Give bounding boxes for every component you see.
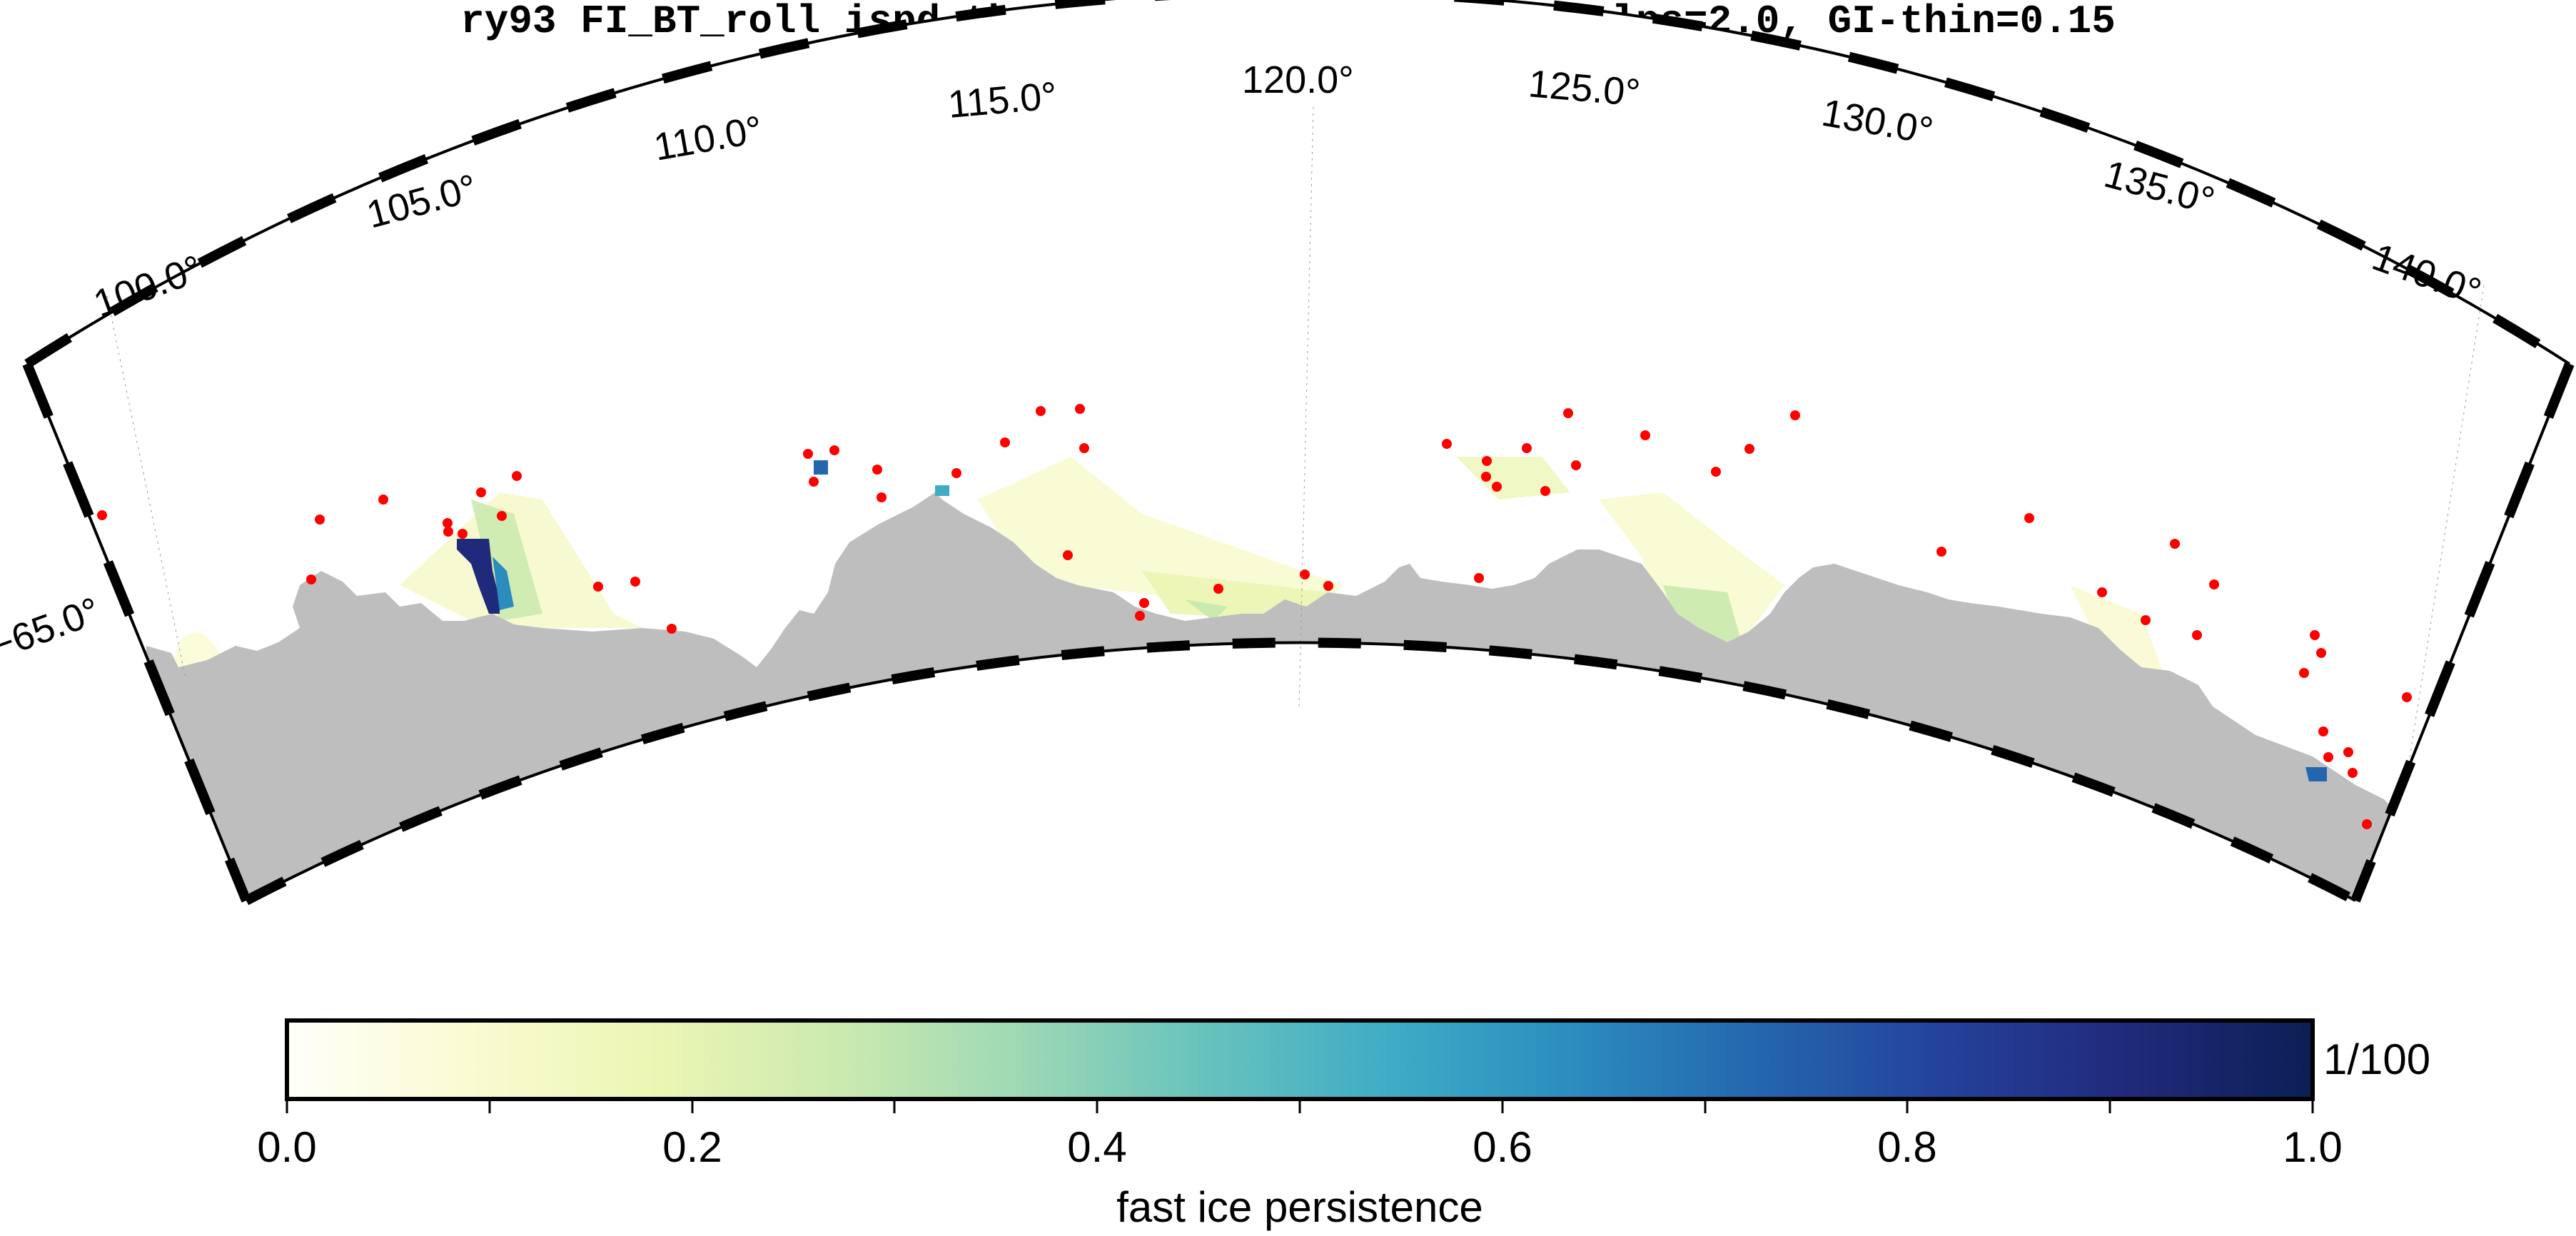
observation-marker [2310, 630, 2320, 640]
observation-marker [593, 582, 603, 592]
observation-marker [1640, 430, 1650, 440]
observation-marker [2402, 692, 2412, 702]
observation-marker [378, 495, 388, 505]
graticule [106, 106, 2485, 786]
observation-marker [809, 477, 819, 487]
observation-marker [829, 445, 839, 455]
observation-marker [951, 468, 961, 478]
lon-label-125: 125.0° [1527, 62, 1642, 114]
observation-marker [2362, 819, 2372, 829]
observation-marker [1000, 437, 1010, 447]
colorbar-tick-0: 0.0 [257, 1123, 316, 1171]
observation-marker [2318, 726, 2328, 736]
colorbar-tick-3: 0.6 [1473, 1123, 1532, 1171]
observation-marker [2348, 768, 2358, 778]
observation-marker [97, 510, 107, 520]
lon-label-115: 115.0° [946, 74, 1059, 126]
map-frame [22, 0, 2575, 906]
lat-label-65: −65.0° [0, 589, 106, 669]
colorbar-title: fast ice persistence [1116, 1183, 1483, 1231]
observation-marker [458, 529, 468, 539]
colorbar-gradient [285, 1018, 2315, 1101]
colorbar-tick-4: 0.8 [1877, 1123, 1936, 1171]
observation-marker [2316, 648, 2326, 658]
observation-marker [2170, 539, 2180, 549]
observation-marker [1492, 482, 1502, 492]
observation-marker [2209, 579, 2219, 589]
observation-marker [630, 577, 640, 587]
observation-marker [1300, 569, 1310, 579]
observation-marker [2299, 668, 2309, 678]
observation-marker [1139, 598, 1149, 608]
observation-marker [2097, 587, 2107, 597]
longitude-labels: 100.0° 105.0° 110.0° 115.0° 120.0° 125.0… [89, 59, 2487, 325]
observation-marker [1540, 486, 1550, 496]
observation-marker [803, 449, 813, 459]
observation-marker [1571, 460, 1581, 470]
observation-marker [2141, 615, 2151, 625]
observation-marker [1936, 547, 1946, 557]
observation-marker [1075, 404, 1085, 414]
observation-marker [476, 487, 486, 497]
observation-marker [2343, 747, 2353, 757]
observation-marker [667, 624, 677, 634]
observation-marker [1135, 611, 1145, 621]
observation-marker [1063, 550, 1073, 560]
observation-marker [1711, 467, 1721, 477]
observation-marker [1522, 443, 1532, 453]
colorbar-ticks [286, 1099, 2314, 1113]
observation-marker [2323, 752, 2333, 762]
observation-marker [1213, 584, 1223, 594]
observation-marker [1790, 410, 1800, 420]
observation-marker [1323, 581, 1333, 591]
observation-marker [1079, 443, 1089, 453]
observation-marker [2024, 513, 2034, 523]
colorbar-unit-label: 1/100 [2323, 1035, 2430, 1083]
observation-marker [877, 492, 887, 502]
observation-marker [2192, 630, 2202, 640]
observation-marker [1036, 406, 1046, 416]
observation-marker [1744, 444, 1754, 454]
observation-marker [443, 518, 453, 528]
fast-ice-field [171, 457, 2163, 671]
observation-marker [512, 471, 522, 481]
observation-marker [1442, 439, 1452, 449]
observation-marker [1563, 408, 1573, 418]
colorbar: 0.0 0.2 0.4 0.6 0.8 1.0 1/100 fast ice p… [257, 1018, 2430, 1231]
observation-marker [443, 527, 453, 537]
observation-marker [497, 511, 507, 521]
colorbar-tick-1: 0.2 [662, 1123, 722, 1171]
colorbar-tick-2: 0.4 [1067, 1123, 1126, 1171]
observation-marker [872, 465, 882, 475]
observation-marker [315, 515, 325, 525]
colorbar-tick-5: 1.0 [2283, 1123, 2342, 1171]
high-persistence-pockets [457, 460, 2327, 781]
observation-markers [97, 404, 2412, 829]
observation-marker [1474, 573, 1484, 583]
observation-marker [306, 574, 316, 584]
observation-marker [1482, 456, 1492, 466]
lon-label-120: 120.0° [1242, 59, 1354, 101]
observation-marker [1481, 472, 1491, 482]
